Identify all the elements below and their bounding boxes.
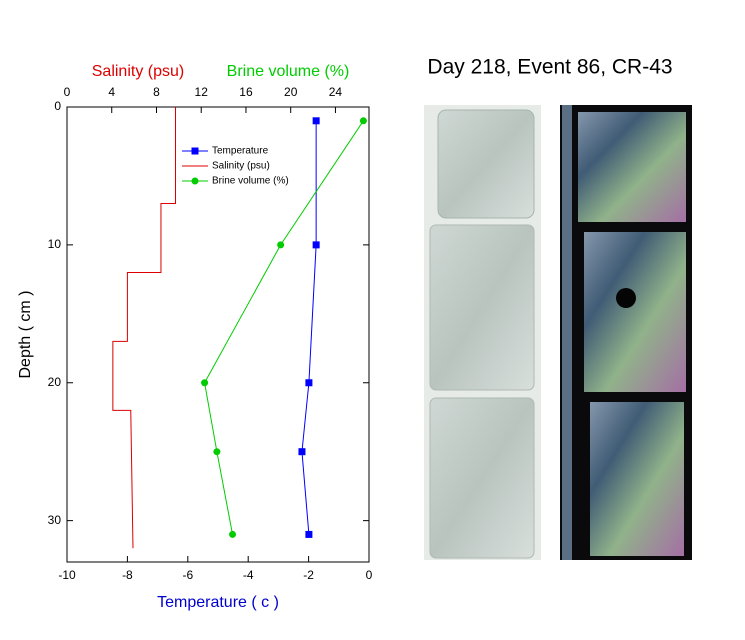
legend-marker <box>191 147 199 155</box>
x-tick-label: -6 <box>182 568 193 582</box>
x2-tick-label: 24 <box>329 85 343 99</box>
series-line <box>301 120 317 535</box>
point <box>201 379 209 387</box>
x-tick-label: 0 <box>366 568 373 582</box>
x2-axis-label: Brine volume (%) <box>227 63 350 80</box>
y-tick-label: 0 <box>54 99 61 113</box>
x-tick-label: -8 <box>122 568 133 582</box>
point <box>312 117 320 125</box>
legend-label: Brine volume (%) <box>212 176 289 187</box>
y-axis-label: Depth ( cm ) <box>17 290 34 378</box>
y-tick-label: 20 <box>48 375 62 389</box>
x-tick-label: -4 <box>243 568 254 582</box>
x-axis-label: Temperature ( c ) <box>157 594 279 611</box>
photo-thin-sections <box>424 105 692 560</box>
legend-label: Temperature <box>212 146 269 157</box>
point <box>312 241 320 249</box>
x2-tick-label: 8 <box>153 85 160 99</box>
point <box>277 241 285 249</box>
y-tick-label: 30 <box>48 513 62 527</box>
x2-axis-label: Salinity (psu) <box>92 63 184 80</box>
title: Day 218, Event 86, CR-43 <box>427 56 672 79</box>
point <box>359 117 367 125</box>
x-tick-label: -2 <box>303 568 314 582</box>
x2-tick-label: 16 <box>239 85 253 99</box>
point <box>229 530 237 538</box>
point <box>298 448 306 456</box>
plot-frame <box>66 106 370 563</box>
series-line <box>112 107 176 549</box>
point <box>305 379 313 387</box>
x2-tick-label: 0 <box>64 85 71 99</box>
x2-tick-label: 12 <box>195 85 209 99</box>
legend-marker <box>191 177 199 185</box>
point <box>213 448 221 456</box>
x-tick-label: -10 <box>58 568 76 582</box>
x2-tick-label: 4 <box>108 85 115 99</box>
x2-tick-label: 20 <box>284 85 298 99</box>
point <box>305 530 313 538</box>
y-tick-label: 10 <box>48 237 62 251</box>
legend-label: Salinity (psu) <box>212 161 270 172</box>
